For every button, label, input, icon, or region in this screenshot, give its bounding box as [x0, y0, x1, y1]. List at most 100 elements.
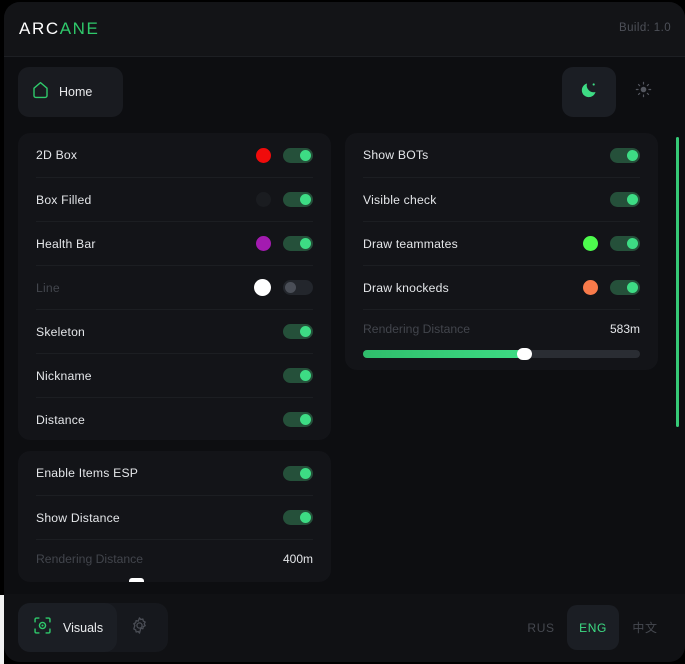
row-controls — [256, 192, 313, 207]
tab-visuals-label: Visuals — [63, 620, 104, 635]
slider-knob[interactable] — [516, 348, 532, 360]
row-nickname[interactable]: Nickname — [36, 353, 313, 397]
row-controls — [283, 324, 313, 339]
toggle-switch[interactable] — [610, 147, 640, 163]
row-controls — [583, 236, 640, 251]
window-edge-sliver — [0, 595, 4, 664]
row-label: Distance — [36, 412, 86, 427]
panel-visuals-esp: 2D Box Box Filled Health Bar — [18, 133, 331, 440]
row-label: Show BOTs — [363, 148, 429, 162]
slider-fill — [363, 350, 524, 358]
app-header: ARCANE Build: 1.0 — [4, 2, 685, 57]
home-icon — [32, 81, 49, 104]
row-line[interactable]: Line — [36, 265, 313, 309]
theme-dark-button[interactable] — [562, 67, 616, 117]
row-controls — [283, 412, 313, 427]
row-draw-knockeds[interactable]: Draw knockeds — [363, 265, 640, 309]
tab-visuals[interactable]: Visuals — [18, 603, 118, 652]
toggle-switch[interactable] — [283, 324, 313, 339]
toggle-switch[interactable] — [283, 510, 313, 525]
bottom-bar: Visuals RUS ENG 中文 — [4, 594, 685, 662]
toggle-switch[interactable] — [610, 192, 640, 207]
row-label: Visible check — [363, 192, 437, 207]
tab-home[interactable]: Home — [18, 67, 123, 117]
row-label: Nickname — [36, 368, 92, 383]
slider-header: Rendering Distance 400m — [36, 552, 313, 570]
theme-light-button[interactable] — [616, 67, 670, 117]
slider-label: Rendering Distance — [363, 322, 471, 336]
row-label: Skeleton — [36, 324, 86, 339]
tab-settings[interactable] — [117, 603, 161, 652]
row-controls — [610, 192, 640, 207]
row-label: Draw teammates — [363, 236, 458, 251]
slider-items-rendering-distance[interactable]: Rendering Distance 400m — [36, 539, 313, 570]
row-health-bar[interactable]: Health Bar — [36, 221, 313, 265]
color-swatch[interactable] — [254, 279, 271, 296]
color-swatch[interactable] — [256, 236, 271, 251]
toggle-switch[interactable] — [610, 236, 640, 251]
color-swatch[interactable] — [583, 280, 598, 295]
toggle-knob — [627, 238, 638, 249]
sun-icon — [635, 81, 652, 103]
toggle-switch[interactable] — [283, 465, 313, 481]
toggle-knob — [300, 370, 311, 381]
slider-players-rendering-distance[interactable]: Rendering Distance 583m — [363, 309, 640, 360]
row-controls — [610, 147, 640, 163]
toggle-switch[interactable] — [283, 192, 313, 207]
row-show-distance[interactable]: Show Distance — [36, 495, 313, 539]
row-controls — [256, 147, 313, 163]
vertical-scrollbar[interactable] — [676, 137, 679, 427]
bottom-nav-group: Visuals — [18, 603, 168, 652]
app-logo: ARCANE — [19, 19, 99, 39]
toggle-switch[interactable] — [283, 368, 313, 383]
panel-players-esp: Show BOTs Visible check Draw teammates — [345, 133, 658, 370]
toggle-switch[interactable] — [283, 147, 313, 163]
row-visible-check[interactable]: Visible check — [363, 177, 640, 221]
row-show-bots[interactable]: Show BOTs — [363, 133, 640, 177]
row-label: Enable Items ESP — [36, 466, 139, 480]
row-controls — [283, 510, 313, 525]
toggle-knob — [300, 194, 311, 205]
language-option-zho[interactable]: 中文 — [632, 621, 658, 635]
row-label: Box Filled — [36, 192, 92, 207]
gear-icon — [130, 616, 149, 640]
language-option-eng[interactable]: ENG — [567, 605, 619, 650]
row-label: Health Bar — [36, 236, 96, 251]
slider-value: 400m — [282, 552, 313, 566]
toggle-knob — [627, 194, 638, 205]
row-2d-box[interactable]: 2D Box — [36, 133, 313, 177]
color-swatch[interactable] — [583, 236, 598, 251]
row-distance[interactable]: Distance — [36, 397, 313, 441]
toggle-knob — [627, 149, 638, 161]
row-skeleton[interactable]: Skeleton — [36, 309, 313, 353]
toggle-switch[interactable] — [283, 236, 313, 251]
tab-home-label: Home — [59, 85, 93, 99]
language-option-rus[interactable]: RUS — [527, 620, 555, 635]
moon-icon — [580, 80, 599, 104]
row-controls — [583, 280, 640, 295]
toggle-switch[interactable] — [283, 280, 313, 295]
row-label: 2D Box — [36, 148, 78, 162]
color-swatch[interactable] — [256, 192, 271, 207]
toggle-knob — [627, 282, 638, 293]
app-window: ARCANE Build: 1.0 Home — [4, 2, 685, 662]
row-draw-teammates[interactable]: Draw teammates — [363, 221, 640, 265]
slider-track[interactable] — [363, 348, 640, 360]
color-swatch[interactable] — [256, 147, 271, 163]
slider-knob-clipped[interactable] — [128, 578, 144, 582]
row-label: Draw knockeds — [363, 280, 449, 295]
slider-value: 583m — [609, 322, 640, 336]
slider-header: Rendering Distance 583m — [363, 322, 640, 340]
row-label: Show Distance — [36, 510, 120, 525]
slider-label: Rendering Distance — [36, 552, 144, 566]
toggle-switch[interactable] — [610, 280, 640, 295]
row-enable-items-esp[interactable]: Enable Items ESP — [36, 451, 313, 495]
row-box-filled[interactable]: Box Filled — [36, 177, 313, 221]
nav-row: Home — [4, 57, 685, 129]
toggle-knob — [300, 326, 311, 337]
toggle-switch[interactable] — [283, 412, 313, 427]
row-controls — [254, 279, 313, 296]
toggle-knob — [300, 238, 311, 249]
toggle-knob — [300, 149, 311, 161]
